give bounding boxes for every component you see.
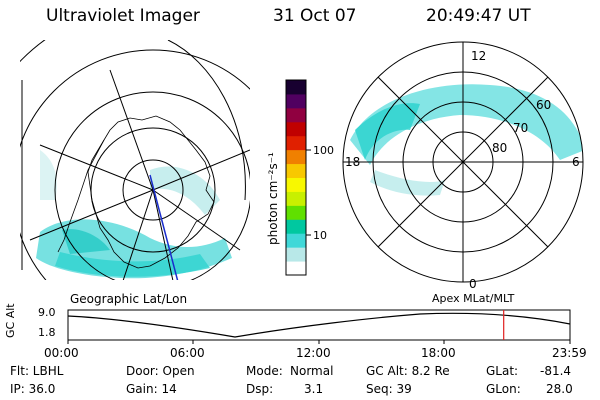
geo-caption: Geographic Lat/Lon [70,292,188,306]
mlt-label-12: 12 [471,49,486,63]
seq-info: Seq: 39 [366,382,412,396]
lat-label-80: 80 [492,141,507,155]
orbit-ylabel: GC Alt [4,303,17,338]
colorbar-label-10: 10 [313,229,327,242]
mlt-label-0: 0 [469,277,477,291]
colorbar-segment [286,107,306,123]
colorbar [286,80,306,276]
satellite-track [149,174,179,280]
orbit-xtick-0: 00:00 [44,346,79,360]
orbit-xtick-2: 12:00 [296,346,331,360]
orbit-altitude-curve [67,312,571,338]
colorbar-unit-label: photon cm⁻²s⁻¹ [266,152,280,245]
orbit-xtick-1: 06:00 [170,346,205,360]
glon-label: GLon: [486,382,521,396]
lat-label-70: 70 [513,121,528,135]
peninsula [57,139,105,253]
colorbar-segment [286,80,306,95]
date-label: 31 Oct 07 [273,6,357,26]
mlt-label-18: 18 [345,155,360,169]
colorbar-segment [286,135,306,151]
orbit-ymin: 1.8 [38,326,56,339]
colorbar-segment [286,233,306,248]
time-label: 20:49:47 UT [426,6,531,26]
polar-plot [343,42,583,282]
orbit-ymax: 9.0 [38,306,56,319]
colorbar-segment [286,205,306,220]
colorbar-segment [286,261,306,276]
geo-lat-circles [20,40,250,280]
glat-value: -81.4 [540,364,572,378]
mode-value: Normal [290,364,334,378]
glat-label: GLat: [486,364,519,378]
coastline [87,115,215,269]
polar-mlt-lines [343,42,583,282]
geo-meridians [29,69,250,280]
gcalt-info: GC Alt: 8.2 Re [366,364,450,378]
colorbar-segment [286,121,306,137]
colorbar-segment [286,93,306,109]
colorbar-segment [286,191,306,206]
glon-value: 28.0 [546,382,573,396]
dsp-value: 3.1 [304,382,324,396]
colorbar-label-100: 100 [313,144,334,157]
terminator-arc [167,40,246,201]
gain-info: Gain: 14 [126,382,177,396]
orbit-ticks [67,340,571,344]
lat-label-60: 60 [536,98,551,112]
ip-info: IP: 36.0 [10,382,56,396]
colorbar-segment [286,247,306,262]
mlt-label-6: 6 [572,155,580,169]
orbit-xtick-4: 23:59 [552,346,587,360]
door-info: Door: Open [126,364,195,378]
orbit-xtick-3: 18:00 [421,346,456,360]
colorbar-segment [286,149,306,165]
instrument-title: Ultraviolet Imager [46,6,200,26]
geographic-map [20,40,250,280]
polar-outer-circle [342,41,584,283]
colorbar-segment [286,219,306,234]
colorbar-frame [285,79,307,276]
flt-info: Flt: LBHL [10,364,64,378]
polar-aurora [350,84,583,196]
mode-label: Mode: [246,364,283,378]
colorbar-segment [286,177,306,192]
dsp-label: Dsp: [246,382,274,396]
colorbar-segment [286,163,306,178]
apex-caption: Apex MLat/MLT [432,292,515,305]
